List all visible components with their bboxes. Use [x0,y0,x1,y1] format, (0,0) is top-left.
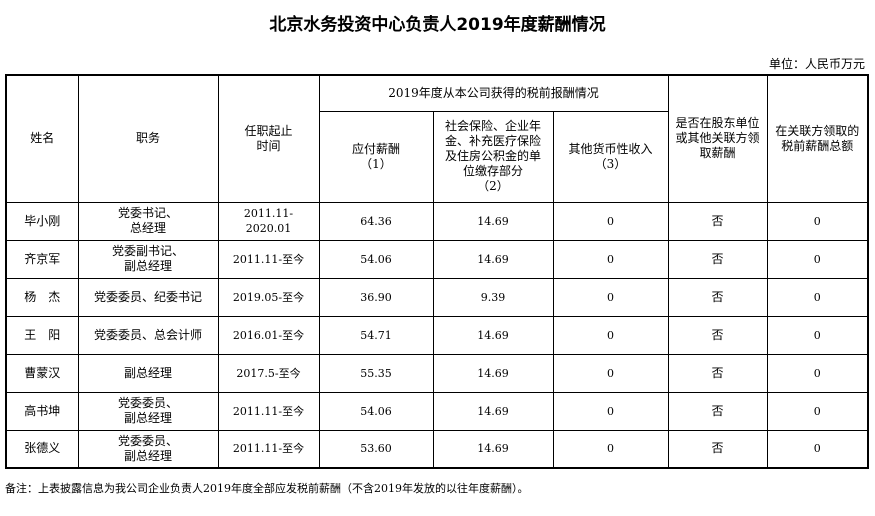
cell-shareholder: 否 [667,201,768,241]
cell-related: 0 [766,277,869,317]
header-shareholder: 是否在股东单位或其他关联方领取薪酬 [667,74,768,203]
cell-term: 2011.11- 2020.01 [217,201,320,241]
header-related: 在关联方领取的税前薪酬总额 [766,74,869,203]
cell-name: 王 阳 [5,315,79,355]
cell-salary: 54.06 [318,391,434,431]
cell-insurance: 14.69 [432,391,554,431]
cell-other: 0 [552,239,669,279]
cell-term: 2011.11-至今 [217,429,320,469]
cell-position: 党委委员、总会计师 [77,315,219,355]
cell-term: 2011.11-至今 [217,239,320,279]
cell-shareholder: 否 [667,239,768,279]
header-other: 其他货币性收入 （3） [552,110,669,203]
cell-name: 杨 杰 [5,277,79,317]
table-row: 杨 杰党委委员、纪委书记 2019.05-至今 36.90 9.39 0 否 0 [5,277,869,317]
cell-shareholder: 否 [667,315,768,355]
header-group: 2019年度从本公司获得的税前报酬情况 [318,74,669,112]
cell-position: 副总经理 [77,353,219,393]
header-position: 职务 [77,74,219,203]
cell-shareholder: 否 [667,429,768,469]
cell-name: 齐京军 [5,239,79,279]
cell-related: 0 [766,429,869,469]
cell-position: 党委委员、 副总经理 [77,391,219,431]
cell-term: 2017.5-至今 [217,353,320,393]
cell-term: 2011.11-至今 [217,391,320,431]
table-row: 高书坤 党委委员、 副总经理 2011.11-至今 54.06 14.69 0 否 0 [5,391,869,431]
cell-term: 2016.01-至今 [217,315,320,355]
cell-term: 2019.05-至今 [217,277,320,317]
cell-related: 0 [766,315,869,355]
cell-related: 0 [766,239,869,279]
cell-insurance: 14.69 [432,239,554,279]
cell-shareholder: 否 [667,277,768,317]
cell-salary: 64.36 [318,201,434,241]
cell-salary: 55.35 [318,353,434,393]
cell-salary: 54.06 [318,239,434,279]
cell-position: 党委委员、纪委书记 [77,277,219,317]
cell-position: 党委委员、 副总经理 [77,429,219,469]
cell-position: 党委书记、 总经理 [77,201,219,241]
cell-name: 曹蒙汉 [5,353,79,393]
cell-other: 0 [552,315,669,355]
cell-insurance: 9.39 [432,277,554,317]
cell-salary: 53.60 [318,429,434,469]
page-title: 北京水务投资中心负责人2019年度薪酬情况 [269,15,606,35]
salary-table: 姓名 职务 任职起止 时间 2019年度从本公司获得的税前报酬情况 是否在股东单… [5,74,869,469]
table-row: 齐京军 党委副书记、 副总经理 2011.11-至今 54.06 14.69 0 否 0 [5,239,869,279]
cell-shareholder: 否 [667,391,768,431]
header-term: 任职起止 时间 [217,74,320,203]
cell-salary: 54.71 [318,315,434,355]
cell-position: 党委副书记、 副总经理 [77,239,219,279]
cell-other: 0 [552,277,669,317]
cell-other: 0 [552,391,669,431]
cell-salary: 36.90 [318,277,434,317]
table-row: 毕小刚 党委书记、 总经理 2011.11- 2020.01 64.36 14.69 0 否… [5,201,869,241]
table-row: 王 阳党委委员、总会计师 2016.01-至今 54.71 14.69 0 否 0 [5,315,869,355]
table-row: 曹蒙汉 副总经理 2017.5-至今 55.35 14.69 0 否 0 [5,353,869,393]
cell-insurance: 14.69 [432,315,554,355]
cell-related: 0 [766,201,869,241]
header-insurance: 社会保险、企业年金、补充医疗保险及住房公积金的单位缴存部分 （2） [432,110,554,203]
header-salary: 应付薪酬 （1） [318,110,434,203]
cell-related: 0 [766,353,869,393]
footnote: 备注：上表披露信息为我公司企业负责人2019年度全部应发税前薪酬（不含2019年… [5,482,529,495]
header-name: 姓名 [5,74,79,203]
cell-name: 毕小刚 [5,201,79,241]
cell-insurance: 14.69 [432,353,554,393]
table-row: 张德义 党委委员、 副总经理 2011.11-至今 53.60 14.69 0 否 0 [5,429,869,469]
cell-related: 0 [766,391,869,431]
cell-insurance: 14.69 [432,201,554,241]
cell-name: 张德义 [5,429,79,469]
cell-other: 0 [552,201,669,241]
unit-label: 单位：人民币万元 [768,57,865,71]
cell-shareholder: 否 [667,353,768,393]
cell-other: 0 [552,429,669,469]
cell-name: 高书坤 [5,391,79,431]
cell-other: 0 [552,353,669,393]
cell-insurance: 14.69 [432,429,554,469]
